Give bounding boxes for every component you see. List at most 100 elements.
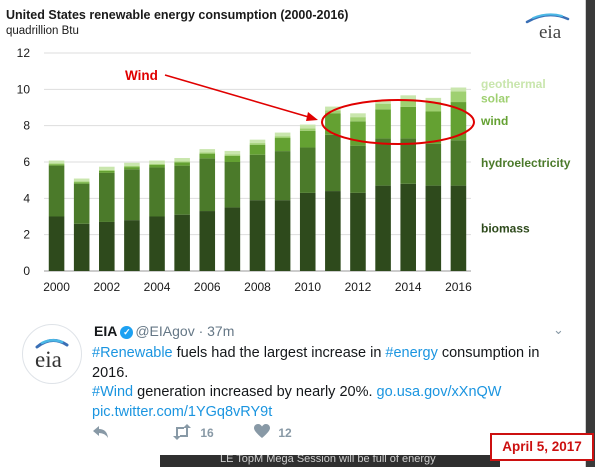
date-stamp: April 5, 2017 (490, 433, 594, 461)
tweet-text-segment: generation increased by nearly 20%. (133, 384, 377, 400)
verified-badge-icon: ✓ (120, 326, 134, 339)
bar-biomass (249, 200, 266, 271)
bar-biomass (400, 183, 416, 271)
bar-solar (350, 117, 366, 122)
background-text: LE TopM Mega Session will be full of ene… (220, 455, 436, 465)
bar-geothermal (224, 150, 241, 155)
bar-geothermal (450, 87, 467, 92)
chevron-down-icon[interactable]: ⌄ (553, 322, 564, 337)
bar-biomass (425, 185, 442, 271)
bar-geothermal (99, 166, 115, 170)
bar-hydroelectricity (48, 165, 65, 217)
bar-solar (73, 181, 90, 183)
tweet-link[interactable]: #Renewable (92, 345, 173, 361)
bar-hydroelectricity (325, 134, 341, 192)
bar-geothermal (350, 113, 366, 118)
series-label-solar: solar (481, 91, 510, 105)
bar-wind (174, 162, 190, 166)
series-label-biomass: biomass (481, 221, 530, 235)
y-tick-label: 8 (23, 119, 30, 133)
bar-geothermal (400, 95, 416, 100)
bar-solar (299, 128, 316, 131)
bar-geothermal (174, 158, 190, 162)
bar-geothermal (124, 162, 140, 166)
bar-hydroelectricity (224, 162, 241, 208)
bar-biomass (325, 191, 341, 271)
bar-hydroelectricity (299, 147, 316, 193)
bar-hydroelectricity (199, 158, 216, 212)
tweet-link[interactable]: pic.twitter.com/1YGq8vRY9t (92, 403, 273, 420)
x-tick-label: 2016 (445, 280, 472, 294)
bar-solar (400, 99, 416, 107)
bar-wind (325, 113, 341, 135)
bar-biomass (274, 200, 291, 271)
y-tick-label: 2 (23, 228, 30, 242)
retweet-button[interactable]: 16 (172, 424, 214, 440)
bar-solar (124, 166, 140, 168)
bar-geothermal (249, 139, 266, 144)
chart-subtitle: quadrillion Btu (6, 25, 79, 37)
bar-geothermal (73, 178, 90, 182)
bar-biomass (48, 216, 65, 271)
bar-hydroelectricity (375, 138, 391, 186)
tweet-author[interactable]: EIA ✓ @EIAgov · 37m (94, 323, 234, 339)
bar-biomass (149, 216, 165, 271)
y-tick-label: 4 (23, 191, 30, 205)
bar-wind (73, 182, 90, 184)
author-name[interactable]: EIA (94, 323, 118, 339)
reply-icon[interactable] (92, 424, 110, 443)
date-stamp-text: April 5, 2017 (502, 439, 582, 454)
tweet-link[interactable]: #energy (385, 345, 438, 361)
bar-biomass (124, 220, 140, 271)
annotation-arrowhead (306, 112, 318, 121)
eia-avatar[interactable]: eia (22, 324, 82, 384)
bar-solar (274, 136, 291, 139)
bar-solar (99, 169, 115, 171)
bar-biomass (99, 221, 115, 271)
bar-solar (425, 101, 442, 112)
tweet-time[interactable]: · 37m (198, 323, 235, 339)
bar-wind (450, 102, 467, 141)
x-tick-label: 2014 (395, 280, 422, 294)
chart: United States renewable energy consumpti… (6, 8, 571, 294)
tweet-link[interactable]: go.usa.gov/xXnQW (376, 384, 502, 400)
bar-wind (199, 153, 216, 159)
bar-hydroelectricity (73, 183, 90, 224)
bar-solar (249, 143, 266, 145)
bar-wind (124, 167, 140, 170)
bar-biomass (73, 223, 90, 271)
background-page: LE TopM Mega Session will be full of ene… (160, 455, 500, 467)
y-tick-label: 0 (23, 264, 30, 278)
retweet-count: 16 (200, 426, 214, 440)
tweet-text-segment: fuels had the largest increase in (172, 345, 386, 361)
bar-geothermal (149, 160, 165, 164)
tweet-link[interactable]: #Wind (92, 384, 134, 400)
author-handle[interactable]: @EIAgov (135, 323, 195, 339)
bar-geothermal (425, 97, 442, 102)
bar-wind (299, 130, 316, 148)
bar-wind (425, 111, 442, 144)
bar-solar (149, 163, 165, 165)
bar-solar (199, 152, 216, 154)
bar-hydroelectricity (350, 145, 366, 193)
x-tick-label: 2002 (93, 280, 120, 294)
x-tick-label: 2004 (144, 280, 171, 294)
bar-solar (325, 110, 341, 114)
bar-geothermal (325, 106, 341, 111)
like-button[interactable]: 12 (254, 424, 292, 440)
bar-hydroelectricity (99, 172, 115, 222)
bar-geothermal (199, 149, 216, 153)
bar-hydroelectricity (249, 154, 266, 201)
background-edge (586, 0, 595, 467)
y-tick-label: 6 (23, 155, 30, 169)
y-tick-label: 12 (17, 46, 31, 60)
bar-wind (375, 109, 391, 139)
bar-hydroelectricity (274, 151, 291, 201)
bar-hydroelectricity (450, 140, 467, 186)
series-label-geothermal: geothermal (481, 77, 546, 91)
bar-biomass (375, 185, 391, 271)
y-tick-label: 10 (17, 82, 31, 96)
bar-wind (400, 106, 416, 139)
bar-solar (224, 154, 241, 156)
bar-geothermal (48, 160, 65, 164)
